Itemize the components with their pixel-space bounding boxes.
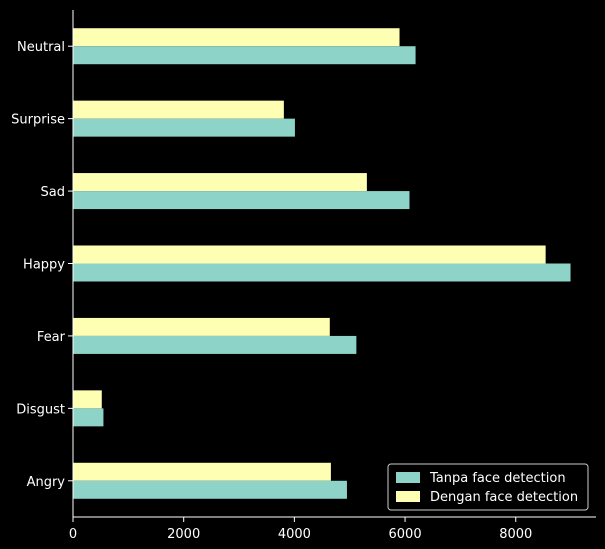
x-tick-label-0: 0 — [69, 527, 77, 542]
bar-surprise-series-2 — [73, 100, 284, 119]
bar-fear-series-1 — [73, 335, 357, 354]
legend-label-series-1: Tanpa face detection — [429, 471, 566, 486]
y-tick-label-angry: Angry — [27, 475, 66, 490]
bar-neutral-series-1 — [73, 46, 416, 65]
x-axis: 0 2000 4000 6000 8000 — [69, 517, 532, 542]
x-tick-label-8000: 8000 — [499, 527, 532, 542]
bar-sad-series-2 — [73, 173, 367, 192]
legend-label-series-2: Dengan face detection — [430, 490, 578, 505]
legend-box — [387, 463, 589, 511]
bar-sad-series-1 — [73, 191, 410, 210]
bar-disgust-series-2 — [73, 390, 102, 409]
legend-swatch-series-1 — [396, 472, 420, 483]
legend: Tanpa face detection Dengan face detecti… — [387, 463, 589, 511]
bar-surprise-series-1 — [73, 118, 295, 137]
bar-angry-series-1 — [73, 480, 347, 499]
bar-neutral-series-2 — [73, 28, 400, 47]
bar-fear-series-2 — [73, 317, 330, 336]
legend-swatch-series-2 — [396, 491, 420, 502]
bar-disgust-series-1 — [73, 408, 104, 427]
x-tick-label-6000: 6000 — [389, 527, 422, 542]
bar-happy-series-2 — [73, 245, 546, 264]
y-tick-label-fear: Fear — [37, 330, 66, 345]
bars-group — [73, 28, 571, 499]
x-tick-label-4000: 4000 — [278, 527, 311, 542]
bar-happy-series-1 — [73, 263, 571, 282]
y-tick-label-sad: Sad — [41, 185, 65, 200]
bar-angry-series-2 — [73, 462, 331, 481]
y-tick-label-happy: Happy — [23, 258, 65, 273]
y-tick-label-disgust: Disgust — [16, 402, 65, 417]
y-axis: Angry Disgust Fear Happy Sad Surprise Neutral — [11, 40, 73, 490]
y-tick-label-neutral: Neutral — [17, 40, 65, 55]
y-tick-label-surprise: Surprise — [11, 113, 65, 128]
x-tick-label-2000: 2000 — [167, 527, 200, 542]
